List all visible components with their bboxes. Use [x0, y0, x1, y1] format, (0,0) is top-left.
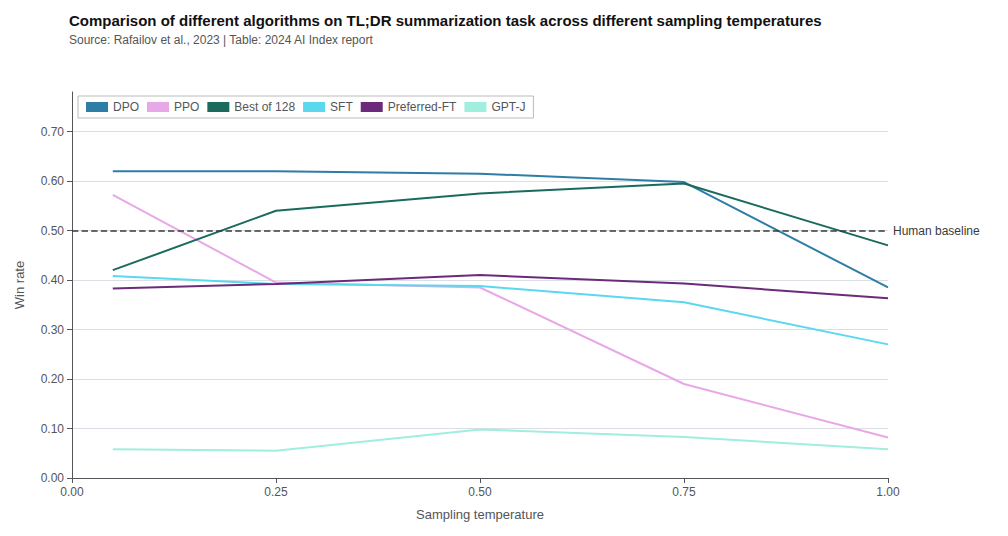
svg-text:1.00: 1.00: [876, 485, 900, 499]
svg-text:0.10: 0.10: [41, 422, 65, 436]
svg-text:Best of 128: Best of 128: [234, 100, 295, 114]
svg-text:SFT: SFT: [330, 100, 353, 114]
svg-text:0.30: 0.30: [41, 323, 65, 337]
svg-text:Human baseline: Human baseline: [893, 224, 980, 238]
svg-text:0.75: 0.75: [672, 485, 696, 499]
svg-text:GPT-J: GPT-J: [491, 100, 525, 114]
svg-text:Preferred-FT: Preferred-FT: [388, 100, 457, 114]
svg-text:Source: Rafailov et al., 2023: Source: Rafailov et al., 2023 | Table: 2…: [69, 33, 373, 47]
svg-text:DPO: DPO: [113, 100, 139, 114]
svg-text:0.25: 0.25: [264, 485, 288, 499]
svg-text:PPO: PPO: [174, 100, 199, 114]
svg-text:0.50: 0.50: [41, 224, 65, 238]
svg-text:0.40: 0.40: [41, 273, 65, 287]
svg-text:0.00: 0.00: [41, 471, 65, 485]
svg-text:Comparison of different algori: Comparison of different algorithms on TL…: [69, 12, 822, 29]
svg-text:0.50: 0.50: [468, 485, 492, 499]
svg-text:0.00: 0.00: [60, 485, 84, 499]
svg-text:Sampling temperature: Sampling temperature: [416, 507, 544, 522]
svg-text:0.20: 0.20: [41, 372, 65, 386]
svg-text:Win rate: Win rate: [12, 261, 27, 309]
svg-text:0.60: 0.60: [41, 174, 65, 188]
svg-text:0.70: 0.70: [41, 125, 65, 139]
